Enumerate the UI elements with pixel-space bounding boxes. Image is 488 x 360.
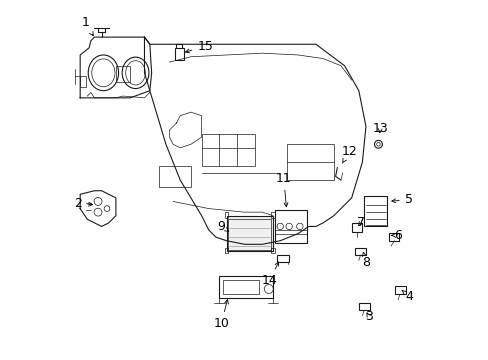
Text: 10: 10: [213, 300, 229, 330]
Bar: [358, 303, 369, 310]
Bar: [224, 248, 228, 253]
Text: 14: 14: [261, 262, 278, 287]
Text: 3: 3: [364, 310, 372, 323]
Text: 2: 2: [74, 197, 92, 210]
Bar: [226, 216, 272, 251]
Bar: [219, 276, 272, 298]
Text: 12: 12: [341, 145, 356, 163]
Bar: [175, 48, 183, 60]
Text: 15: 15: [185, 40, 213, 53]
Bar: [388, 233, 398, 241]
Bar: [274, 210, 306, 243]
Bar: [116, 66, 130, 82]
Bar: [364, 196, 386, 226]
Bar: [80, 76, 85, 87]
Bar: [271, 248, 274, 253]
Bar: [159, 166, 190, 187]
Bar: [276, 255, 288, 262]
Bar: [201, 134, 255, 166]
Text: 11: 11: [275, 172, 291, 207]
Bar: [394, 287, 405, 294]
Text: 4: 4: [401, 289, 412, 303]
Text: 7: 7: [356, 216, 364, 229]
Bar: [228, 219, 271, 249]
Text: 9: 9: [217, 220, 228, 233]
Bar: [224, 212, 228, 217]
Text: 6: 6: [390, 229, 401, 242]
Polygon shape: [80, 191, 116, 226]
Bar: [287, 144, 333, 180]
Text: 5: 5: [391, 193, 412, 206]
Text: 13: 13: [371, 122, 387, 135]
Bar: [271, 212, 274, 217]
Bar: [223, 280, 258, 294]
Text: 1: 1: [81, 16, 93, 36]
Text: 8: 8: [361, 252, 369, 269]
Bar: [351, 223, 362, 232]
Bar: [354, 248, 365, 255]
